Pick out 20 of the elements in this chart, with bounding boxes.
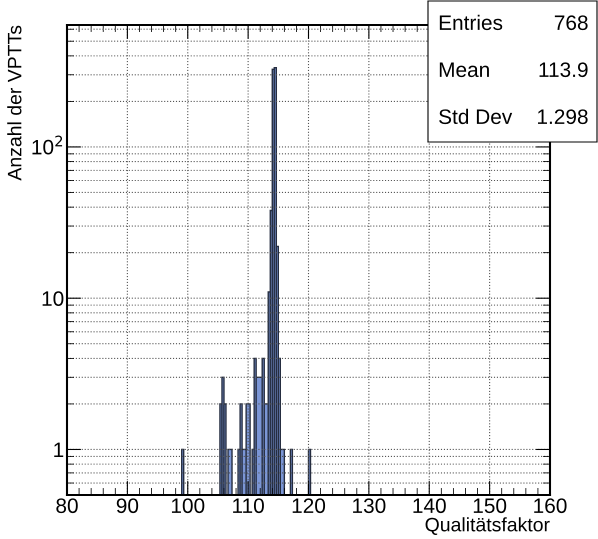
y-tick-label: 10$^{2}$ (32, 136, 62, 155)
y-tick-label: 10 (42, 291, 64, 306)
x-axis-title: Qualitätsfaktor (426, 517, 550, 535)
x-tick-label: 110 (233, 498, 264, 514)
y-axis-title: Anzahl der VPTTs (7, 26, 22, 181)
x-tick-label: 160 (534, 498, 567, 514)
x-tick-label: 120 (292, 498, 326, 514)
x-tick-label: 130 (353, 498, 386, 514)
x-tick-label: 140 (413, 498, 446, 514)
text: 768 (554, 15, 588, 30)
annotation: Std Dev (439, 108, 512, 124)
x-tick-label: 90 (116, 498, 138, 514)
annotation: 1.298 (538, 109, 588, 124)
x-tick-label: 100 (172, 498, 204, 514)
x-tick-label: 150 (474, 498, 506, 514)
annotation: Entries (440, 14, 502, 30)
annotation: Mean (440, 62, 489, 78)
x-tick-label: 80 (56, 498, 78, 514)
annotation: 113.9 (540, 62, 588, 78)
y-tick-label: 1 (54, 442, 64, 458)
